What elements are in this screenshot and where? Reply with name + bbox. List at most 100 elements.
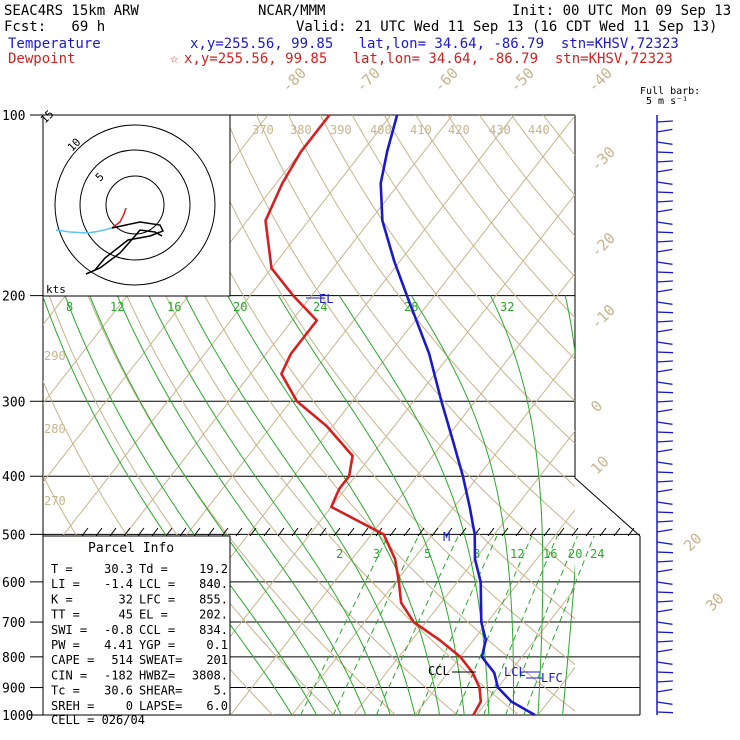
wind-barb [656, 600, 673, 603]
hodograph-box [42, 114, 231, 297]
hatch-mark [235, 527, 243, 537]
temperature-profile [379, 114, 536, 717]
hatch-mark [501, 527, 509, 537]
isotherm-label: 10 [587, 452, 613, 478]
dry-adiabat [224, 115, 575, 575]
wind-barb [656, 680, 673, 683]
isotherm-line [291, 351, 575, 715]
isotherm-label: -80 [278, 64, 310, 96]
mixing-ratio-line [483, 536, 558, 716]
hatch-mark [151, 527, 159, 537]
hatch-mark [431, 527, 439, 537]
dry-adiabat-label: 430 [489, 123, 511, 137]
parcel-param-name: Td = [139, 562, 168, 576]
wind-barb [656, 408, 673, 413]
parcel-param-name: TT = [51, 608, 80, 622]
dry-adiabat-label: 270 [44, 494, 66, 508]
hatch-mark [137, 527, 145, 537]
parcel-param-name: PW = [51, 638, 80, 652]
wind-barb [656, 240, 673, 243]
wind-barb [656, 280, 673, 283]
parcel-param-name: YGP = [139, 638, 175, 652]
isotherm-line [43, 115, 392, 562]
dry-adiabat [319, 115, 575, 445]
wind-barb [656, 688, 673, 693]
hatch-mark [81, 527, 89, 537]
wind-barb [656, 381, 673, 385]
wind-barb [656, 168, 673, 173]
mixing-ratio-label: 12 [510, 547, 524, 561]
hatch-mark [627, 527, 635, 537]
isotherm-label: 30 [702, 589, 728, 615]
hatch-mark [109, 527, 117, 537]
dry-adiabat-label: 410 [410, 123, 432, 137]
valid-time: Valid: 21 UTC Wed 11 Sep 13 (16 CDT Wed … [296, 19, 718, 35]
wind-barb [656, 701, 673, 705]
forecast-hour: Fcst: 69 h [4, 19, 106, 35]
wind-barb [656, 501, 673, 505]
mixing-ratio-line [375, 536, 459, 716]
hatch-mark [179, 527, 187, 537]
wind-barb [656, 200, 673, 203]
hatch-mark [193, 527, 201, 537]
hatch-mark [459, 527, 467, 537]
wind-barb [656, 360, 673, 363]
isotherm-label: -40 [584, 64, 616, 96]
hatch-mark [599, 527, 607, 537]
isotherm-line [168, 193, 575, 715]
dry-adiabat [607, 115, 740, 715]
pressure-label: 900 [2, 682, 25, 697]
wind-barb [656, 311, 674, 314]
mixing-ratio-label: 5 [424, 547, 431, 561]
mixing-ratio-line [505, 536, 578, 716]
wind-barb [656, 528, 673, 533]
pressure-label: 800 [2, 651, 25, 666]
dry-adiabat-label: 370 [252, 123, 274, 137]
parcel-param-name: LFC = [139, 592, 175, 606]
wind-barb [656, 648, 673, 653]
moist-adiabat [278, 295, 465, 715]
center-name: NCAR/MMM [258, 3, 326, 19]
hatch-mark [515, 527, 523, 537]
isotherm-label: -70 [352, 64, 384, 96]
init-time: Init: 00 UTC Mon 09 Sep 13 [512, 3, 732, 19]
lcl-label: LCL [504, 665, 526, 679]
isotherm-label: -60 [430, 64, 462, 96]
moist-adiabat [338, 295, 490, 715]
parcel-param-value: 30.3 [104, 562, 133, 576]
moist-adiabat-label: 24 [313, 300, 327, 314]
hodograph-ring [79, 149, 191, 261]
wind-barb [656, 248, 673, 253]
isotherm-label: -50 [506, 64, 538, 96]
moist-adiabat [89, 295, 342, 715]
parcel-param-name: CCL = [139, 623, 175, 637]
isotherm-line [353, 430, 575, 715]
hatch-mark [165, 527, 173, 537]
isotherm-label: -30 [587, 143, 619, 175]
parcel-param-value: 19.2 [199, 562, 228, 576]
pressure-label: 400 [2, 470, 25, 485]
wind-barb [656, 328, 673, 333]
wind-barb [656, 551, 674, 554]
mixing-ratio-label: 20 [568, 547, 582, 561]
dry-adiabat [192, 115, 575, 620]
hatch-mark [347, 527, 355, 537]
dry-adiabat-label: 420 [448, 123, 470, 137]
wind-barb [656, 631, 674, 634]
pressure-label: 200 [2, 290, 25, 305]
wind-barb [656, 120, 673, 123]
parcel-param-value: 0.1 [206, 638, 228, 652]
dry-adiabat-label: 390 [330, 123, 352, 137]
parcel-param-value: -0.8 [104, 623, 133, 637]
temperature-legend-label: Temperature [8, 36, 101, 52]
wind-barb [656, 608, 673, 613]
isotherm-line [230, 272, 575, 715]
wind-barb [656, 231, 674, 234]
dewpoint-legend-info: x,y=255.56, 99.85 lat,lon= 34.64, -86.79… [184, 51, 673, 67]
parcel-param-name: K = [51, 592, 73, 606]
hatch-mark [221, 527, 229, 537]
hatch-mark [613, 527, 621, 537]
wind-barb [656, 568, 673, 573]
parcel-param-value: 4.41 [104, 638, 133, 652]
parcel-cell-label: CELL = 026/04 [51, 713, 145, 727]
